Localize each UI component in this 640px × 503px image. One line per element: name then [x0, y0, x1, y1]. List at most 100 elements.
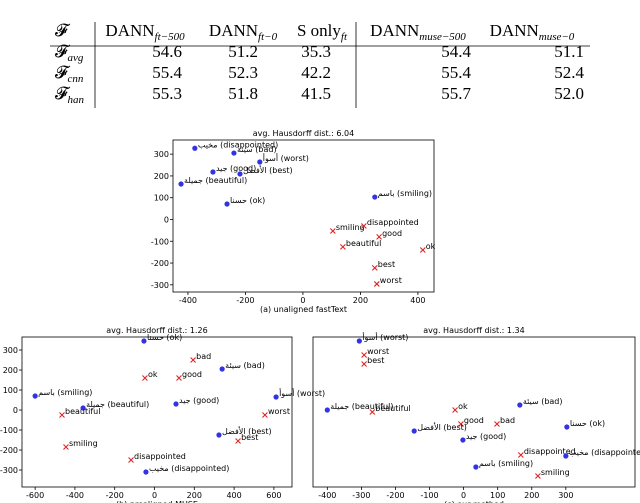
point-x: [329, 228, 336, 234]
point-label: جميلة (beautiful): [86, 400, 149, 409]
plot-frame: [312, 336, 636, 488]
point-label: disappointed: [367, 218, 419, 227]
point-x: [494, 421, 500, 427]
point-circle: [192, 145, 198, 151]
point-label: الأفضل (best): [417, 422, 467, 432]
header-cell: 𝓕: [55, 21, 71, 40]
x-tick-label: 300: [558, 491, 573, 500]
point-x: [457, 421, 464, 427]
point-x: [339, 244, 346, 250]
table-cell: 52.4: [554, 63, 584, 82]
x-tick-label: 0: [300, 296, 305, 305]
chart-title: avg. Hausdorff dist.: 1.26: [106, 326, 207, 335]
point-label: worst: [367, 347, 389, 356]
x-tick-label: -600: [26, 491, 44, 500]
point-x: [452, 407, 458, 413]
cell-subscript: muse−0: [539, 31, 575, 43]
scatter-chart: avg. Hausdorff dist.: 6.04 (a) unaligned …: [151, 129, 436, 314]
x-axis-label: (b) prealigned MUSE: [116, 500, 198, 503]
point-label: best: [367, 356, 384, 365]
cell-text: DANN: [105, 21, 154, 40]
table-cell: 52.3: [228, 63, 258, 82]
row-label: 𝓕avg: [55, 42, 84, 64]
x-tick-label: -400: [179, 296, 197, 305]
x-tick-label: 400: [410, 296, 425, 305]
point-x: [235, 438, 241, 444]
x-tick-label: -300: [352, 491, 370, 500]
point-label: سيئة (bad): [225, 361, 265, 370]
y-tick-label: 0: [13, 406, 18, 415]
point-label: أسوأ (worst): [279, 388, 325, 398]
chart-title: avg. Hausdorff dist.: 6.04: [253, 129, 354, 138]
header-cell: DANNmuse−0: [490, 21, 575, 43]
point-x: [376, 234, 382, 240]
scatter-chart: avg. Hausdorff dist.: 1.26 (b) prealigned…: [0, 326, 325, 503]
cell-text: S only: [297, 21, 341, 40]
point-x: [361, 352, 367, 358]
point-label: worst: [380, 276, 402, 285]
y-tick-label: 200: [154, 172, 169, 181]
point-circle: [517, 402, 523, 408]
table-cell: 42.2: [301, 63, 331, 82]
point-label: أسوأ (worst): [362, 332, 408, 342]
cell-text: 𝓕: [55, 42, 71, 61]
cell-subscript: ft−500: [155, 31, 186, 43]
x-tick-label: -200: [236, 296, 254, 305]
y-tick-label: -200: [0, 446, 18, 455]
point-circle: [224, 201, 230, 207]
y-tick-label: -100: [0, 426, 18, 435]
table-cell: 35.3: [301, 42, 331, 61]
point-x: [59, 412, 65, 418]
y-tick-label: 100: [3, 386, 18, 395]
y-tick-label: 200: [3, 366, 18, 375]
point-circle: [257, 159, 263, 165]
x-tick-label: 200: [187, 491, 202, 500]
cell-text: DANN: [370, 21, 419, 40]
point-label: beautiful: [375, 404, 410, 413]
point-circle: [372, 194, 378, 200]
point-label: جيد (good): [216, 164, 256, 173]
point-label: ok: [148, 370, 158, 379]
point-circle: [210, 169, 216, 175]
point-label: حسنا (ok): [147, 333, 182, 342]
point-x: [373, 281, 380, 287]
point-x: [360, 223, 367, 229]
y-tick-label: 300: [3, 346, 18, 355]
point-label: حسنا (ok): [230, 196, 265, 205]
point-label: worst: [268, 407, 290, 416]
point-x: [361, 361, 367, 367]
x-tick-label: 0: [461, 491, 466, 500]
point-circle: [178, 181, 184, 187]
point-label: disappointed: [134, 452, 186, 461]
point-x: [176, 375, 182, 381]
table-cell: 55.4: [441, 63, 471, 82]
point-label: ok: [458, 402, 468, 411]
row-label: 𝓕cnn: [55, 63, 84, 85]
point-label: beautiful: [346, 239, 381, 248]
point-label: سيئة (bad): [523, 397, 563, 406]
header-cell: DANNft−500: [105, 21, 185, 43]
x-tick-label: 0: [152, 491, 157, 500]
table-cell: 55.4: [152, 63, 182, 82]
plot-frame: [21, 336, 293, 488]
y-tick-label: -300: [0, 466, 18, 475]
point-label: جميلة (beautiful): [330, 402, 393, 411]
point-x: [419, 247, 426, 253]
point-x: [369, 409, 376, 415]
point-label: disappointed: [524, 447, 576, 456]
point-label: جيد (good): [179, 396, 219, 405]
point-circle: [80, 405, 86, 411]
y-tick-label: -200: [151, 259, 169, 268]
x-axis-label: (a) unaligned fastText: [260, 305, 347, 314]
point-circle: [460, 437, 466, 443]
x-tick-label: -400: [66, 491, 84, 500]
table-cell: 55.3: [152, 84, 182, 103]
point-circle: [143, 469, 149, 475]
cell-text: DANN: [490, 21, 539, 40]
point-label: مخيب (disappointed): [569, 448, 640, 457]
cell-subscript: ft: [341, 31, 348, 43]
x-tick-label: -200: [386, 491, 404, 500]
point-x: [128, 457, 134, 463]
point-circle: [564, 424, 570, 430]
table-cell: 41.5: [301, 84, 331, 103]
